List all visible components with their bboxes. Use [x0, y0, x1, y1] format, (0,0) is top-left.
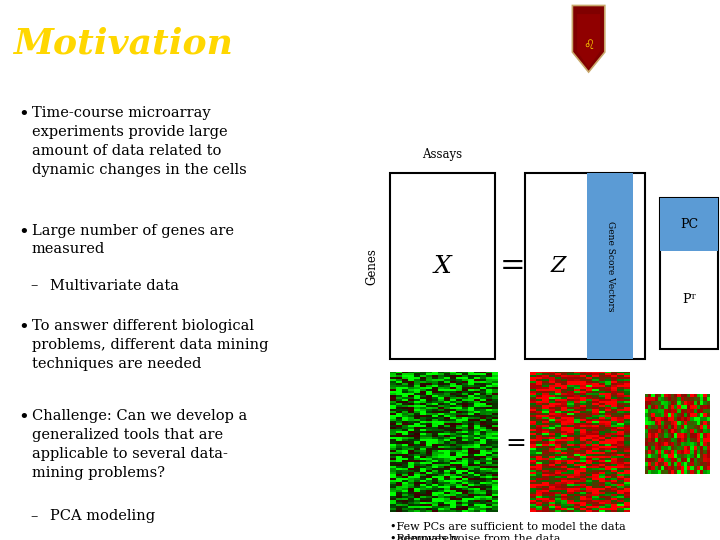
Text: •Removes noise from the data: •Removes noise from the data [390, 534, 560, 540]
Text: X: X [433, 254, 451, 278]
Text: •: • [18, 224, 29, 241]
Text: National University: National University [613, 44, 687, 53]
Text: Gene Score Vectors: Gene Score Vectors [606, 221, 615, 312]
Text: PC: PC [680, 218, 698, 231]
Polygon shape [577, 14, 600, 68]
Text: •Few PCs are sufficient to model the data
  adequately: •Few PCs are sufficient to model the dat… [390, 522, 626, 540]
Text: PCA modeling: PCA modeling [50, 509, 155, 523]
Text: –: – [30, 509, 37, 523]
Bar [660, 199, 718, 251]
Text: Multivariate data: Multivariate data [50, 279, 179, 293]
Bar [525, 173, 645, 359]
Polygon shape [572, 5, 605, 72]
Text: Pᵀ: Pᵀ [682, 293, 696, 306]
Bar [660, 199, 718, 349]
Text: Motivation: Motivation [13, 26, 233, 60]
Text: Assays: Assays [423, 148, 462, 161]
Text: Challenge: Can we develop a
generalized tools that are
applicable to several dat: Challenge: Can we develop a generalized … [32, 409, 247, 480]
Text: Z: Z [551, 255, 567, 277]
Text: •: • [18, 106, 29, 124]
Text: Genes: Genes [366, 248, 379, 285]
Text: Large number of genes are
measured: Large number of genes are measured [32, 224, 234, 256]
Text: NUS: NUS [613, 8, 679, 36]
Text: To answer different biological
problems, different data mining
techniques are ne: To answer different biological problems,… [32, 319, 269, 370]
Bar [390, 173, 495, 359]
Text: •: • [18, 319, 29, 336]
Text: Time-course microarray
experiments provide large
amount of data related to
dynam: Time-course microarray experiments provi… [32, 106, 247, 177]
Bar [588, 173, 633, 359]
Text: =: = [500, 251, 526, 281]
Text: –: – [30, 279, 37, 293]
Text: =: = [505, 433, 526, 455]
Text: ♌: ♌ [583, 39, 595, 52]
Text: of Singapore: of Singapore [613, 57, 662, 65]
Text: •: • [18, 409, 29, 427]
